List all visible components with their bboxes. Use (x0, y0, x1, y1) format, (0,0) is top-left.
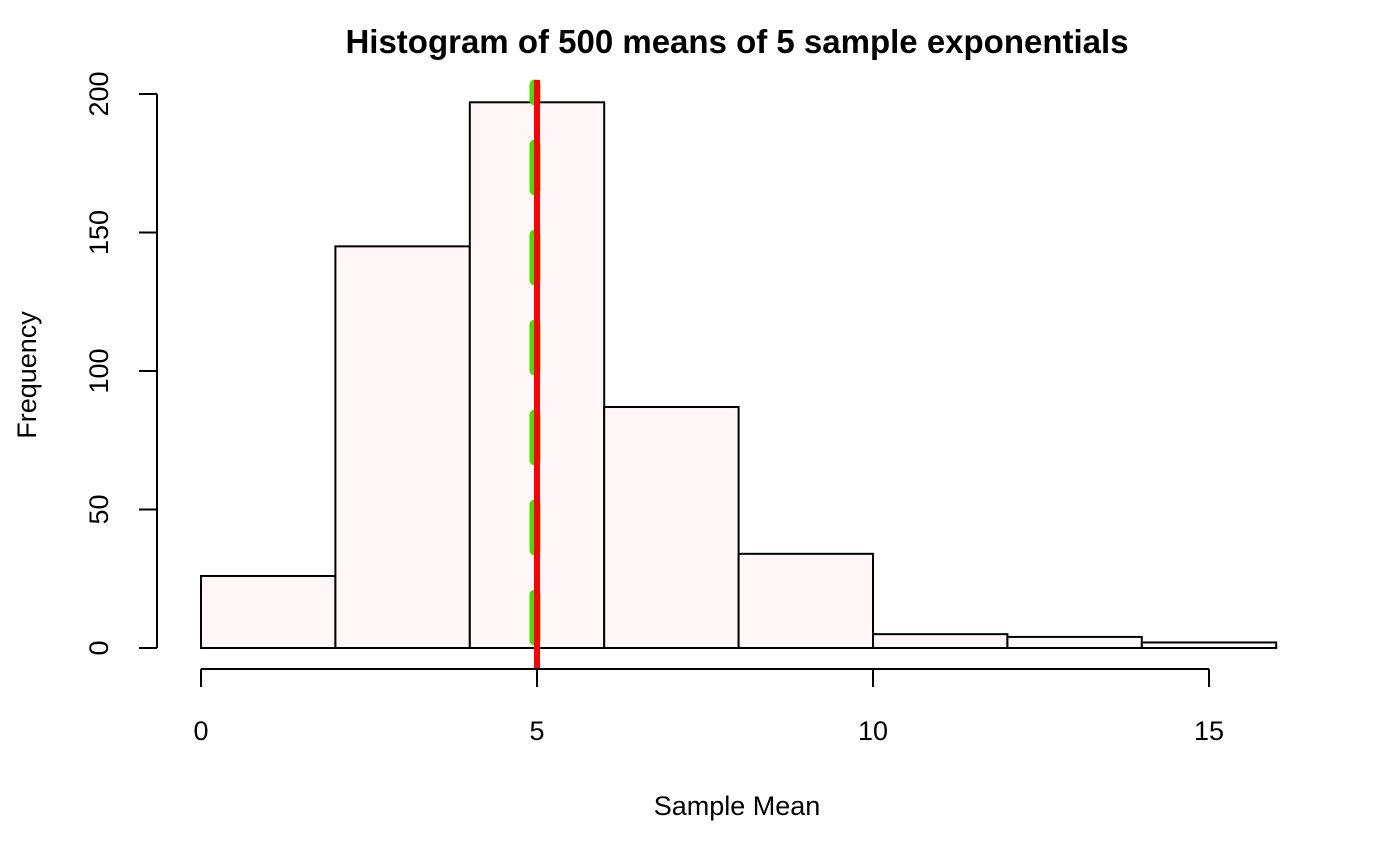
y-tick-label-200: 200 (84, 71, 114, 116)
x-tick-label-0: 0 (193, 716, 208, 746)
y-tick-label-150: 150 (84, 210, 114, 255)
histogram-bar-4 (737, 552, 874, 650)
histogram-bar-7 (1140, 641, 1278, 650)
x-axis: 0 5 10 15 (193, 668, 1224, 746)
x-axis-label: Sample Mean (654, 791, 821, 821)
chart-title: Histogram of 500 means of 5 sample expon… (345, 23, 1128, 60)
y-tick-label-100: 100 (84, 348, 114, 393)
histogram-bar-6 (1006, 635, 1143, 649)
x-tick-label-10: 10 (858, 716, 888, 746)
histogram-bar-5 (872, 633, 1009, 650)
y-axis: 0 50 100 150 200 (84, 71, 158, 656)
y-tick-label-50: 50 (84, 494, 114, 524)
histogram-bar-3 (603, 406, 740, 650)
reference-lines-layer (529, 79, 541, 675)
histogram-bar-1 (334, 245, 471, 649)
bars-layer (200, 101, 1278, 650)
y-axis-label: Frequency (12, 311, 42, 439)
y-tick-label-0: 0 (84, 640, 114, 655)
x-tick-label-5: 5 (529, 716, 544, 746)
histogram-bar-0 (200, 574, 337, 649)
x-tick-label-15: 15 (1194, 716, 1224, 746)
